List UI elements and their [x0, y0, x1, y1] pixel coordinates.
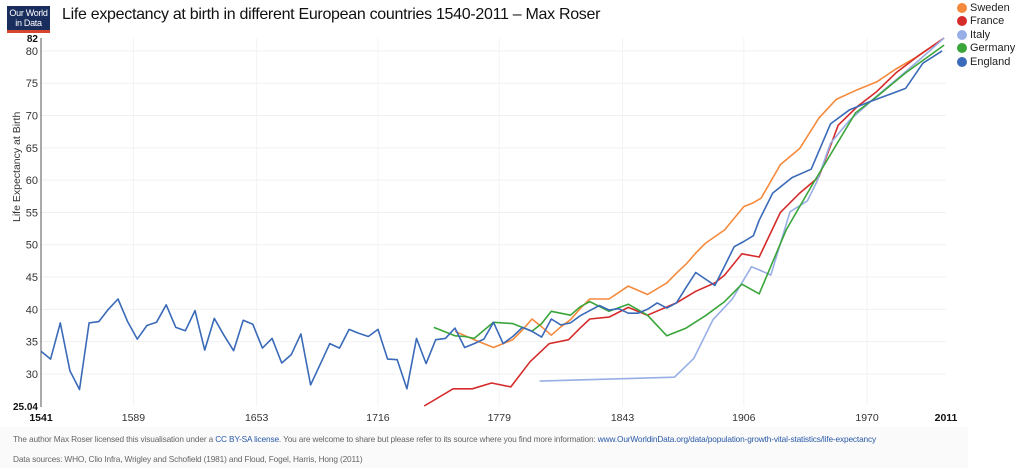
legend-label: Italy [970, 28, 991, 41]
legend-dot-icon [957, 2, 967, 13]
y-tick-label: 82 [27, 34, 39, 45]
legend-dot-icon [957, 56, 967, 67]
data-sources: Data sources: WHO, Clio Infra, Wrigley a… [13, 454, 363, 464]
x-tick-label: 1779 [488, 412, 512, 424]
x-tick-label: 1589 [122, 412, 146, 424]
license-link[interactable]: CC BY-SA license [215, 434, 279, 444]
y-tick-label: 75 [26, 78, 38, 90]
x-axis-ticks: 1541 1589 1653 1716 1779 1843 1906 1970 2011 [29, 412, 957, 424]
x-tick-label: 1843 [611, 412, 635, 424]
legend: Sweden France Italy Germany England [957, 1, 1015, 69]
legend-item-italy[interactable]: Italy [957, 28, 1015, 42]
legend-dot-icon [957, 16, 967, 27]
y-tick-label: 45 [26, 272, 38, 284]
y-tick-label: 60 [26, 175, 38, 187]
license-prefix: The author Max Roser licensed this visua… [13, 434, 216, 444]
x-tick-label: 1906 [732, 412, 756, 424]
legend-dot-icon [957, 43, 967, 54]
x-tick-label: 1653 [245, 412, 269, 424]
series-line-france[interactable] [423, 37, 945, 407]
x-tick-label: 2011 [935, 412, 958, 424]
x-tick-label: 1541 [29, 412, 53, 424]
license-suffix: . You are welcome to share but please re… [278, 434, 598, 444]
gridlines [41, 38, 946, 406]
x-tick-label: 1716 [366, 412, 390, 424]
series-lines [40, 37, 945, 407]
x-tick-label: 1970 [855, 412, 879, 424]
y-tick-label: 70 [26, 111, 38, 123]
y-tick-label: 55 [26, 207, 38, 219]
footer-background [0, 427, 968, 468]
y-tick-label: 65 [26, 143, 38, 155]
series-line-germany[interactable] [433, 44, 945, 340]
series-line-sweden[interactable] [454, 37, 945, 349]
y-tick-label: 40 [26, 304, 38, 316]
source-link[interactable]: www.OurWorldinData.org/data/population-g… [597, 434, 876, 444]
legend-label: Germany [970, 42, 1016, 55]
y-tick-label: 80 [26, 46, 38, 58]
legend-item-sweden[interactable]: Sweden [957, 1, 1015, 15]
chart-title: Life expectancy at birth in different Eu… [62, 6, 601, 23]
legend-item-england[interactable]: England [957, 55, 1015, 69]
y-tick-label: 35 [26, 337, 38, 349]
y-tick-label: 50 [26, 240, 38, 252]
legend-item-france[interactable]: France [957, 15, 1015, 29]
y-tick-label: 30 [26, 369, 38, 381]
y-tick-label: 25.04 [13, 402, 38, 413]
series-line-england[interactable] [40, 50, 943, 391]
legend-label: Sweden [970, 1, 1010, 14]
legend-label: England [970, 55, 1011, 68]
legend-item-germany[interactable]: Germany [957, 42, 1015, 56]
owid-logo[interactable]: Our World in Data [7, 6, 50, 33]
logo-line-1: Our World [9, 8, 48, 18]
legend-label: France [970, 15, 1005, 28]
license-note: The author Max Roser licensed this visua… [13, 434, 876, 444]
legend-dot-icon [957, 29, 967, 40]
logo-line-2: in Data [15, 18, 42, 28]
